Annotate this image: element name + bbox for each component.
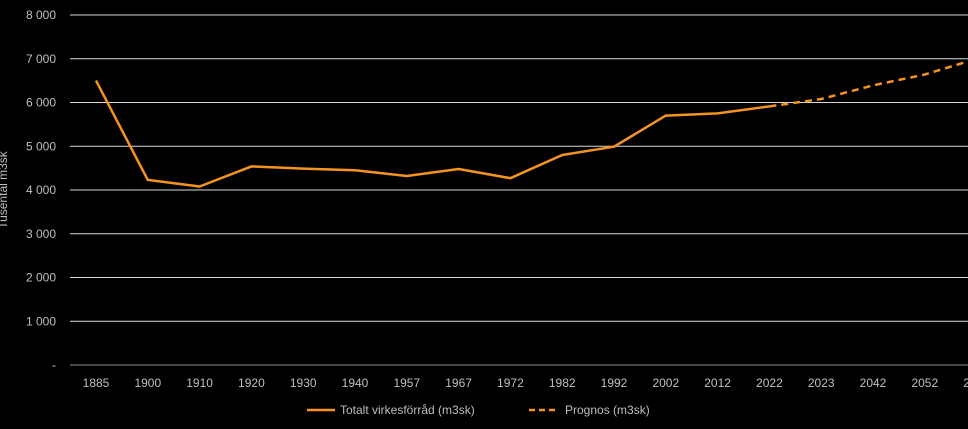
x-tick-label: 1910 (186, 376, 213, 390)
x-tick-label: 1982 (549, 376, 576, 390)
legend-label: Totalt virkesförråd (m3sk) (340, 403, 475, 417)
series-line-forecast (769, 60, 968, 108)
legend: Totalt virkesförråd (m3sk) Prognos (m3sk) (307, 403, 650, 417)
y-tick-label: 7 000 (26, 52, 56, 66)
x-tick-label: 1967 (445, 376, 472, 390)
y-tick-label: 1 000 (26, 314, 56, 328)
y-tick-label: 5 000 (26, 139, 56, 153)
y-tick-label: 6 000 (26, 96, 56, 110)
x-tick-label: 1940 (342, 376, 369, 390)
y-tick-label: 8 000 (26, 8, 56, 22)
x-tick-label: 1957 (393, 376, 420, 390)
series-line-total (94, 80, 770, 188)
x-tick-label: 1972 (497, 376, 524, 390)
x-tick-label: 2042 (860, 376, 887, 390)
y-tick-label: 2 000 (26, 271, 56, 285)
x-tick-label: 2052 (911, 376, 938, 390)
x-tick-label: 2022 (756, 376, 783, 390)
x-axis-ticks: 1885 1900 1910 1920 1930 1940 1957 1967 1972 1982… (83, 376, 968, 390)
legend-label: Prognos (m3sk) (565, 403, 650, 417)
x-tick-label: 1920 (238, 376, 265, 390)
gridlines (70, 14, 968, 366)
x-tick-label: 2002 (652, 376, 679, 390)
x-tick-label: 1885 (83, 376, 110, 390)
x-tick-label: 2023 (808, 376, 835, 390)
y-axis-title: Tusental m3sk (0, 150, 10, 229)
x-tick-label: 2062 (963, 376, 968, 390)
y-tick-label: 3 000 (26, 227, 56, 241)
x-tick-label: 2012 (704, 376, 731, 390)
y-tick-label: 4 000 (26, 183, 56, 197)
y-tick-label: - (52, 358, 56, 372)
series-lines (94, 60, 968, 188)
y-axis-ticks: - 1 000 2 000 3 000 4 000 5 000 6 000 7 000 8 00… (26, 8, 56, 372)
x-tick-label: 1992 (601, 376, 628, 390)
x-tick-label: 1930 (290, 376, 317, 390)
x-tick-label: 1900 (134, 376, 161, 390)
